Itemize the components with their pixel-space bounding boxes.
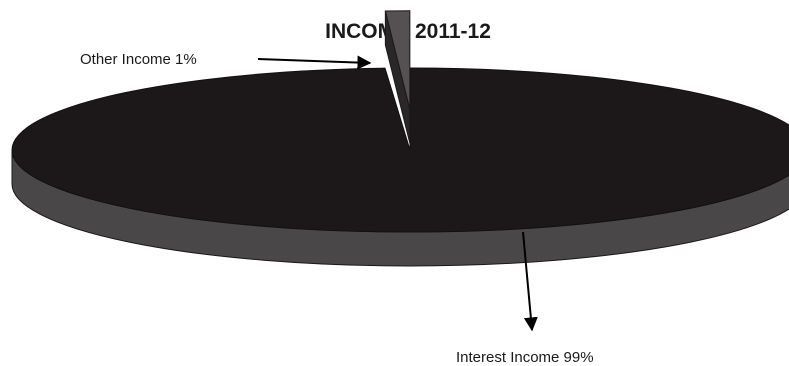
interest-income-leader <box>522 231 538 332</box>
pie-body <box>11 10 789 267</box>
slice-interest-income <box>11 67 789 233</box>
other-income-leader <box>257 55 372 70</box>
slice-other-income <box>384 10 411 110</box>
label-interest-income: Interest Income 99% <box>456 349 594 366</box>
label-other-income: Other Income 1% <box>80 51 197 68</box>
